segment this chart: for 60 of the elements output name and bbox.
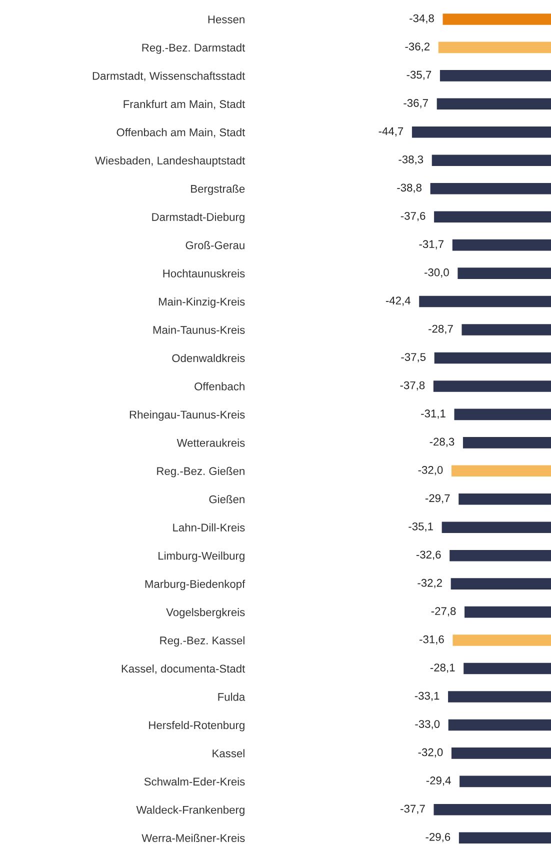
y-tick-label: Schwalm-Eder-Kreis	[144, 777, 245, 786]
y-tick-label: Kassel, documenta-Stadt	[122, 664, 246, 674]
data-label: -28,1	[430, 664, 455, 673]
data-label: -32,6	[416, 550, 441, 560]
data-label: -28,3	[430, 438, 454, 447]
data-label: -37,7	[400, 804, 425, 814]
data-label: -36,2	[405, 42, 430, 52]
data-label: -37,6	[400, 212, 426, 222]
data-label: -38,8	[397, 184, 422, 193]
data-label: -34,8	[410, 14, 434, 24]
y-tick-label: Gießen	[209, 495, 244, 504]
y-tick-label: Frankfurt am Main, Stadt	[124, 100, 246, 110]
y-tick-label: Reg.-Bez. Darmstadt	[142, 43, 246, 54]
data-label: -37,8	[400, 381, 425, 391]
data-label: -37,5	[401, 353, 426, 362]
y-tick-label: Bergstraße	[191, 184, 245, 195]
y-tick-label: Limburg-Weilburg	[158, 552, 244, 562]
data-label: -36,7	[404, 99, 428, 108]
data-label: -32,0	[418, 466, 443, 476]
y-tick-label: Werra-Meißner-Kreis	[142, 834, 245, 842]
data-label: -33,0	[415, 720, 440, 730]
y-tick-label: Hessen	[208, 16, 244, 24]
data-label: -27,8	[431, 607, 456, 616]
y-tick-label: Darmstadt, Wissenschaftsstadt	[92, 72, 246, 82]
data-label: -44,7	[378, 127, 404, 136]
y-tick-label: Main-Kinzig-Kreis	[158, 297, 245, 308]
y-tick-label: Hersfeld-Rotenburg	[149, 720, 244, 732]
y-tick-label: Reg.-Bez. Gießen	[157, 466, 244, 478]
y-tick-label: Main-Taunus-Kreis	[153, 326, 245, 334]
y-tick-label: Rheingau-Taunus-Kreis	[130, 410, 245, 421]
y-tick-label: Marburg-Biedenkopf	[145, 580, 246, 590]
data-label: -33,1	[414, 692, 440, 702]
data-label: -29,6	[426, 833, 450, 842]
y-tick-label: Vogelsbergkreis	[166, 608, 245, 618]
y-tick-label: Lahn-Dill-Kreis	[173, 523, 245, 532]
y-tick-label: Fulda	[218, 692, 246, 701]
data-label: -32,2	[418, 578, 442, 588]
data-label: -28,7	[428, 324, 453, 334]
y-tick-label: Waldeck-Frankenberg	[136, 806, 244, 816]
data-label: -31,6	[420, 635, 444, 645]
data-label: -42,4	[386, 296, 410, 306]
y-tick-label: Wetteraukreis	[176, 438, 245, 447]
y-tick-label: Offenbach am Main, Stadt	[116, 128, 246, 138]
y-tick-label: Hochtaunuskreis	[163, 269, 245, 278]
data-label: -30,0	[424, 268, 449, 278]
data-label: -31,7	[419, 240, 444, 250]
y-tick-label: Offenbach	[194, 382, 244, 390]
data-label: -35,7	[406, 70, 432, 80]
y-tick-label: Wiesbaden, Landeshauptstadt	[95, 156, 246, 167]
y-tick-label: Odenwaldkreis	[172, 354, 245, 362]
data-label: -29,4	[426, 776, 451, 786]
data-label: -29,7	[425, 494, 450, 504]
data-label: -35,1	[408, 522, 433, 532]
data-label: -38,3	[398, 155, 424, 165]
y-tick-label: Groß-Gerau	[186, 241, 244, 250]
y-tick-label: Darmstadt-Dieburg	[152, 212, 244, 224]
y-tick-label: Kassel	[212, 749, 244, 758]
y-tick-label: Reg.-Bez. Kassel	[160, 636, 244, 647]
data-label: -31,1	[421, 410, 446, 419]
data-label: -32,0	[418, 748, 443, 758]
